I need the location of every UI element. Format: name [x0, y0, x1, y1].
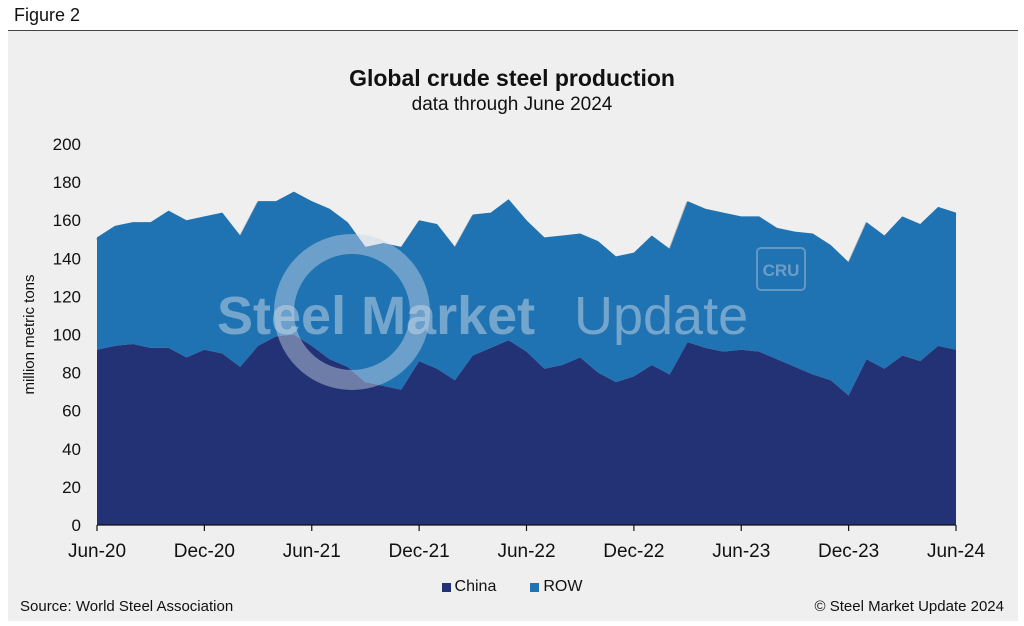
figure-divider — [8, 30, 1018, 31]
x-tick-label: Dec-21 — [389, 541, 450, 562]
y-tick-label: 160 — [53, 211, 81, 230]
watermark-logo-icon — [274, 234, 430, 390]
x-tick-label: Jun-21 — [283, 541, 341, 562]
x-tick-label: Jun-20 — [68, 541, 126, 562]
y-tick-label: 0 — [72, 516, 81, 535]
chart-title: Global crude steel production — [349, 65, 675, 91]
watermark-badge-text: CRU — [763, 261, 800, 280]
x-tick-label: Dec-20 — [174, 541, 235, 562]
legend-label-china: China — [454, 578, 497, 595]
source-note: Source: World Steel Association — [20, 598, 234, 615]
y-tick-label: 120 — [53, 287, 81, 306]
x-tick-label: Dec-23 — [818, 541, 879, 562]
watermark-badge-frame — [756, 247, 806, 291]
y-tick-label: 140 — [53, 249, 81, 268]
legend-swatch-china — [441, 582, 451, 592]
legend-swatch-row — [530, 582, 540, 592]
axes: 0 20 40 60 80 100 120 140 160 180 200 Jun-20 Dec-20 J… — [21, 135, 985, 562]
y-tick-label: 180 — [53, 173, 81, 192]
y-tick-label: 20 — [62, 478, 81, 497]
y-tick-label: 80 — [62, 364, 81, 383]
y-axis-title: million metric tons — [21, 274, 38, 394]
series-area-china — [97, 334, 956, 525]
x-tick-label: Jun-24 — [927, 541, 986, 562]
watermark: Steel Market Update CRU — [217, 234, 806, 390]
area-layer — [95, 191, 957, 525]
legend-item-row: ROW — [530, 577, 582, 597]
x-tick-label: Jun-22 — [497, 541, 555, 562]
watermark-brand-light: Update — [574, 286, 748, 346]
series-area-row — [97, 191, 956, 396]
y-tick-label: 200 — [53, 135, 81, 154]
y-tick-label: 100 — [53, 326, 81, 345]
legend-item-china: China — [441, 577, 497, 597]
x-tick-label: Dec-22 — [603, 541, 664, 562]
y-tick-label: 60 — [62, 402, 81, 421]
chart-subtitle: data through June 2024 — [411, 94, 613, 115]
legend-label-row: ROW — [543, 578, 583, 595]
copyright-note: © Steel Market Update 2024 — [814, 598, 1005, 615]
figure-label: Figure 2 — [14, 5, 81, 25]
legend: China ROW — [0, 577, 1024, 597]
watermark-brand-bold: Steel Market — [217, 286, 535, 346]
x-tick-label: Jun-23 — [712, 541, 770, 562]
y-tick-label: 40 — [62, 440, 81, 459]
